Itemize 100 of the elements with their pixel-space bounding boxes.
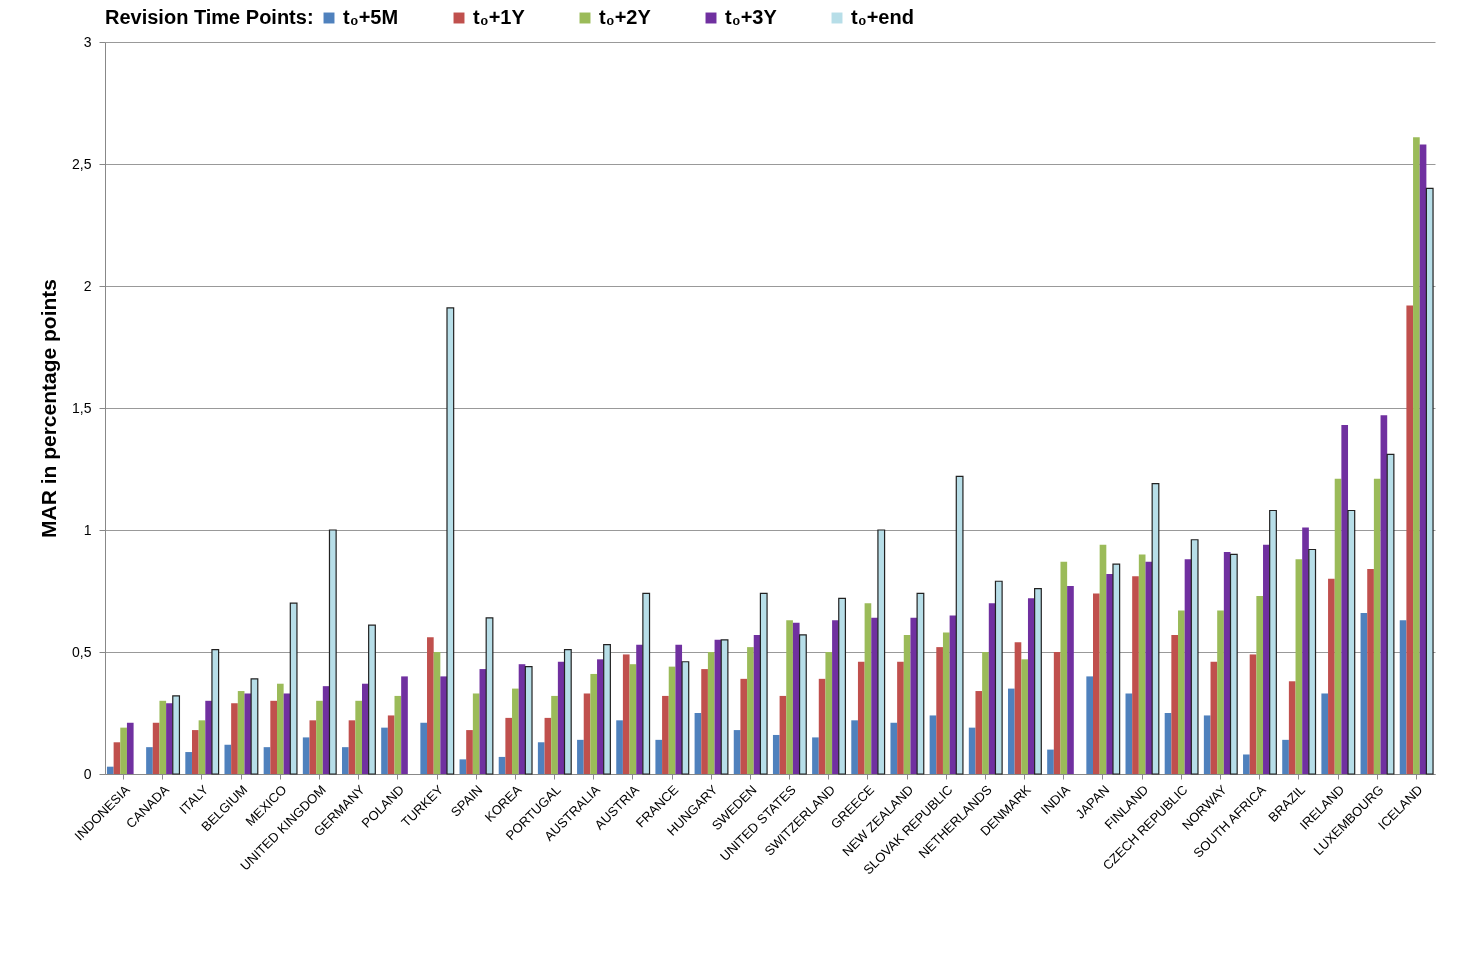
bar [740, 678, 748, 774]
y-tick-label: 1 [83, 521, 92, 538]
bar [309, 720, 317, 774]
bar [518, 664, 526, 774]
bar [629, 664, 637, 774]
bar [237, 691, 245, 774]
bar [655, 739, 663, 774]
bar [779, 695, 787, 774]
bar [1321, 693, 1329, 774]
bar [747, 647, 754, 774]
bar [120, 727, 127, 774]
bar [224, 744, 232, 774]
bar [1060, 561, 1068, 774]
bar [328, 529, 337, 775]
y-tick-label: 2,5 [72, 155, 92, 172]
bar [864, 603, 872, 774]
bar [289, 602, 298, 775]
bar [942, 632, 950, 774]
bar [812, 737, 819, 774]
bar [1295, 559, 1303, 774]
bar [361, 683, 369, 774]
bar [590, 673, 598, 774]
bar [753, 634, 761, 774]
bar [152, 722, 160, 774]
bar [1302, 527, 1309, 774]
bar [1021, 659, 1028, 774]
bar [1014, 642, 1022, 774]
bar [1386, 453, 1395, 775]
bar [1125, 693, 1133, 774]
bar [1419, 144, 1427, 774]
bar [348, 720, 356, 774]
bar [472, 693, 480, 774]
bar [433, 652, 441, 774]
bar [832, 620, 839, 774]
bar [1373, 478, 1381, 774]
y-axis-title: MAR in percentage points [37, 278, 61, 539]
bar [1263, 544, 1270, 774]
bar [537, 742, 545, 774]
bar [707, 652, 715, 774]
bar [1413, 137, 1420, 774]
bar [694, 713, 702, 774]
bar [551, 695, 558, 774]
y-tick-label: 0,5 [72, 643, 92, 660]
bar [270, 700, 277, 774]
bar [955, 475, 964, 775]
bar [113, 742, 121, 774]
bar [1178, 610, 1185, 774]
bar [1269, 509, 1277, 775]
bar [897, 661, 904, 774]
bar [975, 691, 983, 774]
bar [714, 639, 722, 774]
legend-title: Revision Time Points: [105, 6, 314, 28]
bar [1112, 563, 1121, 775]
bar [857, 661, 865, 774]
bar [1210, 661, 1218, 774]
bar [759, 592, 768, 775]
bar [772, 734, 780, 774]
bar [1053, 652, 1061, 774]
y-tick-label: 0 [83, 765, 92, 782]
bar [636, 644, 643, 774]
bar [1341, 425, 1349, 774]
bar [368, 624, 376, 775]
bar [1106, 573, 1113, 774]
legend-label: t₀+3Y [725, 6, 778, 28]
legend-label: t₀+end [851, 6, 914, 28]
y-tick-label: 3 [83, 33, 92, 50]
bar [1203, 715, 1211, 774]
bar [1190, 539, 1199, 775]
bar [1229, 553, 1238, 775]
bar [342, 747, 349, 774]
bar [798, 634, 807, 775]
bar [910, 617, 918, 774]
bar [1171, 634, 1179, 774]
bar [512, 688, 519, 774]
bar [929, 715, 937, 774]
bar [1367, 569, 1374, 774]
bar [949, 615, 957, 774]
bar [1145, 561, 1153, 774]
bar [792, 622, 800, 774]
y-tick-label: 1,5 [72, 399, 92, 416]
bar [322, 686, 330, 774]
bar [401, 676, 408, 774]
bar [936, 647, 943, 774]
bar [583, 693, 591, 774]
bar [250, 678, 259, 775]
bar [185, 752, 192, 774]
bar [387, 715, 395, 774]
bar [263, 747, 271, 774]
bar [1288, 681, 1296, 774]
bar [681, 661, 690, 775]
legend-label: t₀+1Y [473, 6, 526, 28]
bar [701, 669, 708, 774]
bar [733, 730, 741, 774]
bar [825, 652, 833, 774]
bar [381, 727, 388, 774]
bar [818, 678, 826, 774]
legend-label: t₀+2Y [599, 6, 652, 28]
bar [982, 652, 989, 774]
bar [1406, 305, 1414, 774]
bar [1034, 587, 1042, 775]
